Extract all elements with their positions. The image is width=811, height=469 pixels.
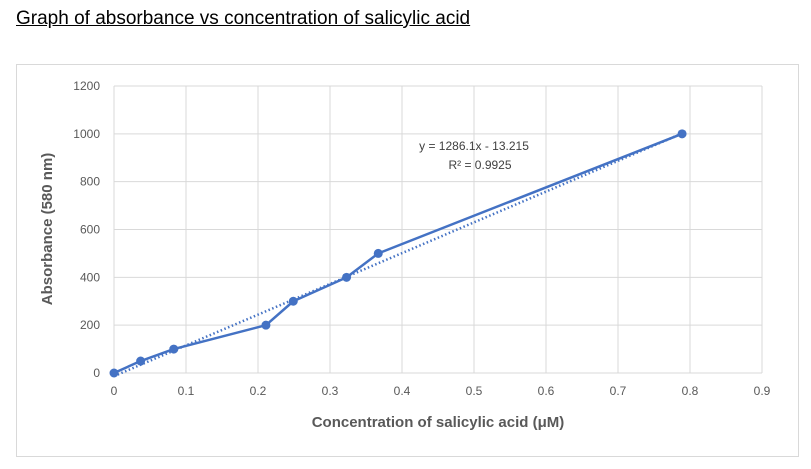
page-title: Graph of absorbance vs concentration of … <box>16 8 471 29</box>
y-tick-label: 1200 <box>73 79 100 93</box>
data-point <box>136 356 146 366</box>
y-axis-title: Absorbance (580 nm) <box>39 153 56 306</box>
x-tick-label: 0.2 <box>250 384 267 398</box>
y-tick-label: 200 <box>80 318 100 332</box>
data-point <box>677 129 687 139</box>
x-axis-title: Concentration of salicylic acid (μM) <box>312 414 565 431</box>
data-point <box>109 368 119 378</box>
x-tick-label: 0.8 <box>682 384 699 398</box>
data-point <box>373 248 383 258</box>
data-point <box>342 272 352 282</box>
trendline-group <box>113 132 683 378</box>
series-group <box>109 129 687 378</box>
x-tick-label: 0.5 <box>466 384 483 398</box>
y-tick-label: 800 <box>80 175 100 189</box>
x-tick-label: 0.3 <box>322 384 339 398</box>
data-point <box>288 296 298 306</box>
trendline-equation: y = 1286.1x - 13.215 <box>419 139 529 153</box>
data-point <box>261 320 271 330</box>
y-tick-label: 1000 <box>73 127 100 141</box>
x-tick-label: 0 <box>111 384 118 398</box>
x-tick-label: 0.4 <box>394 384 411 398</box>
series-line <box>113 132 683 375</box>
y-tick-label: 400 <box>80 270 100 284</box>
gridlines <box>113 85 763 374</box>
trendline <box>113 132 683 378</box>
x-tick-label: 0.9 <box>754 384 771 398</box>
x-tick-label: 0.1 <box>178 384 195 398</box>
y-tick-label: 0 <box>93 366 100 380</box>
data-point <box>169 344 179 354</box>
x-tick-labels: 0 0.1 0.2 0.3 0.4 0.5 0.6 0.7 0.8 0.9 <box>111 384 771 398</box>
x-tick-label: 0.6 <box>538 384 555 398</box>
y-tick-label: 600 <box>80 223 100 237</box>
x-tick-label: 0.7 <box>610 384 627 398</box>
y-tick-labels: 0 200 400 600 800 1000 1200 <box>73 79 100 380</box>
chart-frame <box>16 64 799 457</box>
trendline-r-squared: R² = 0.9925 <box>448 158 511 172</box>
